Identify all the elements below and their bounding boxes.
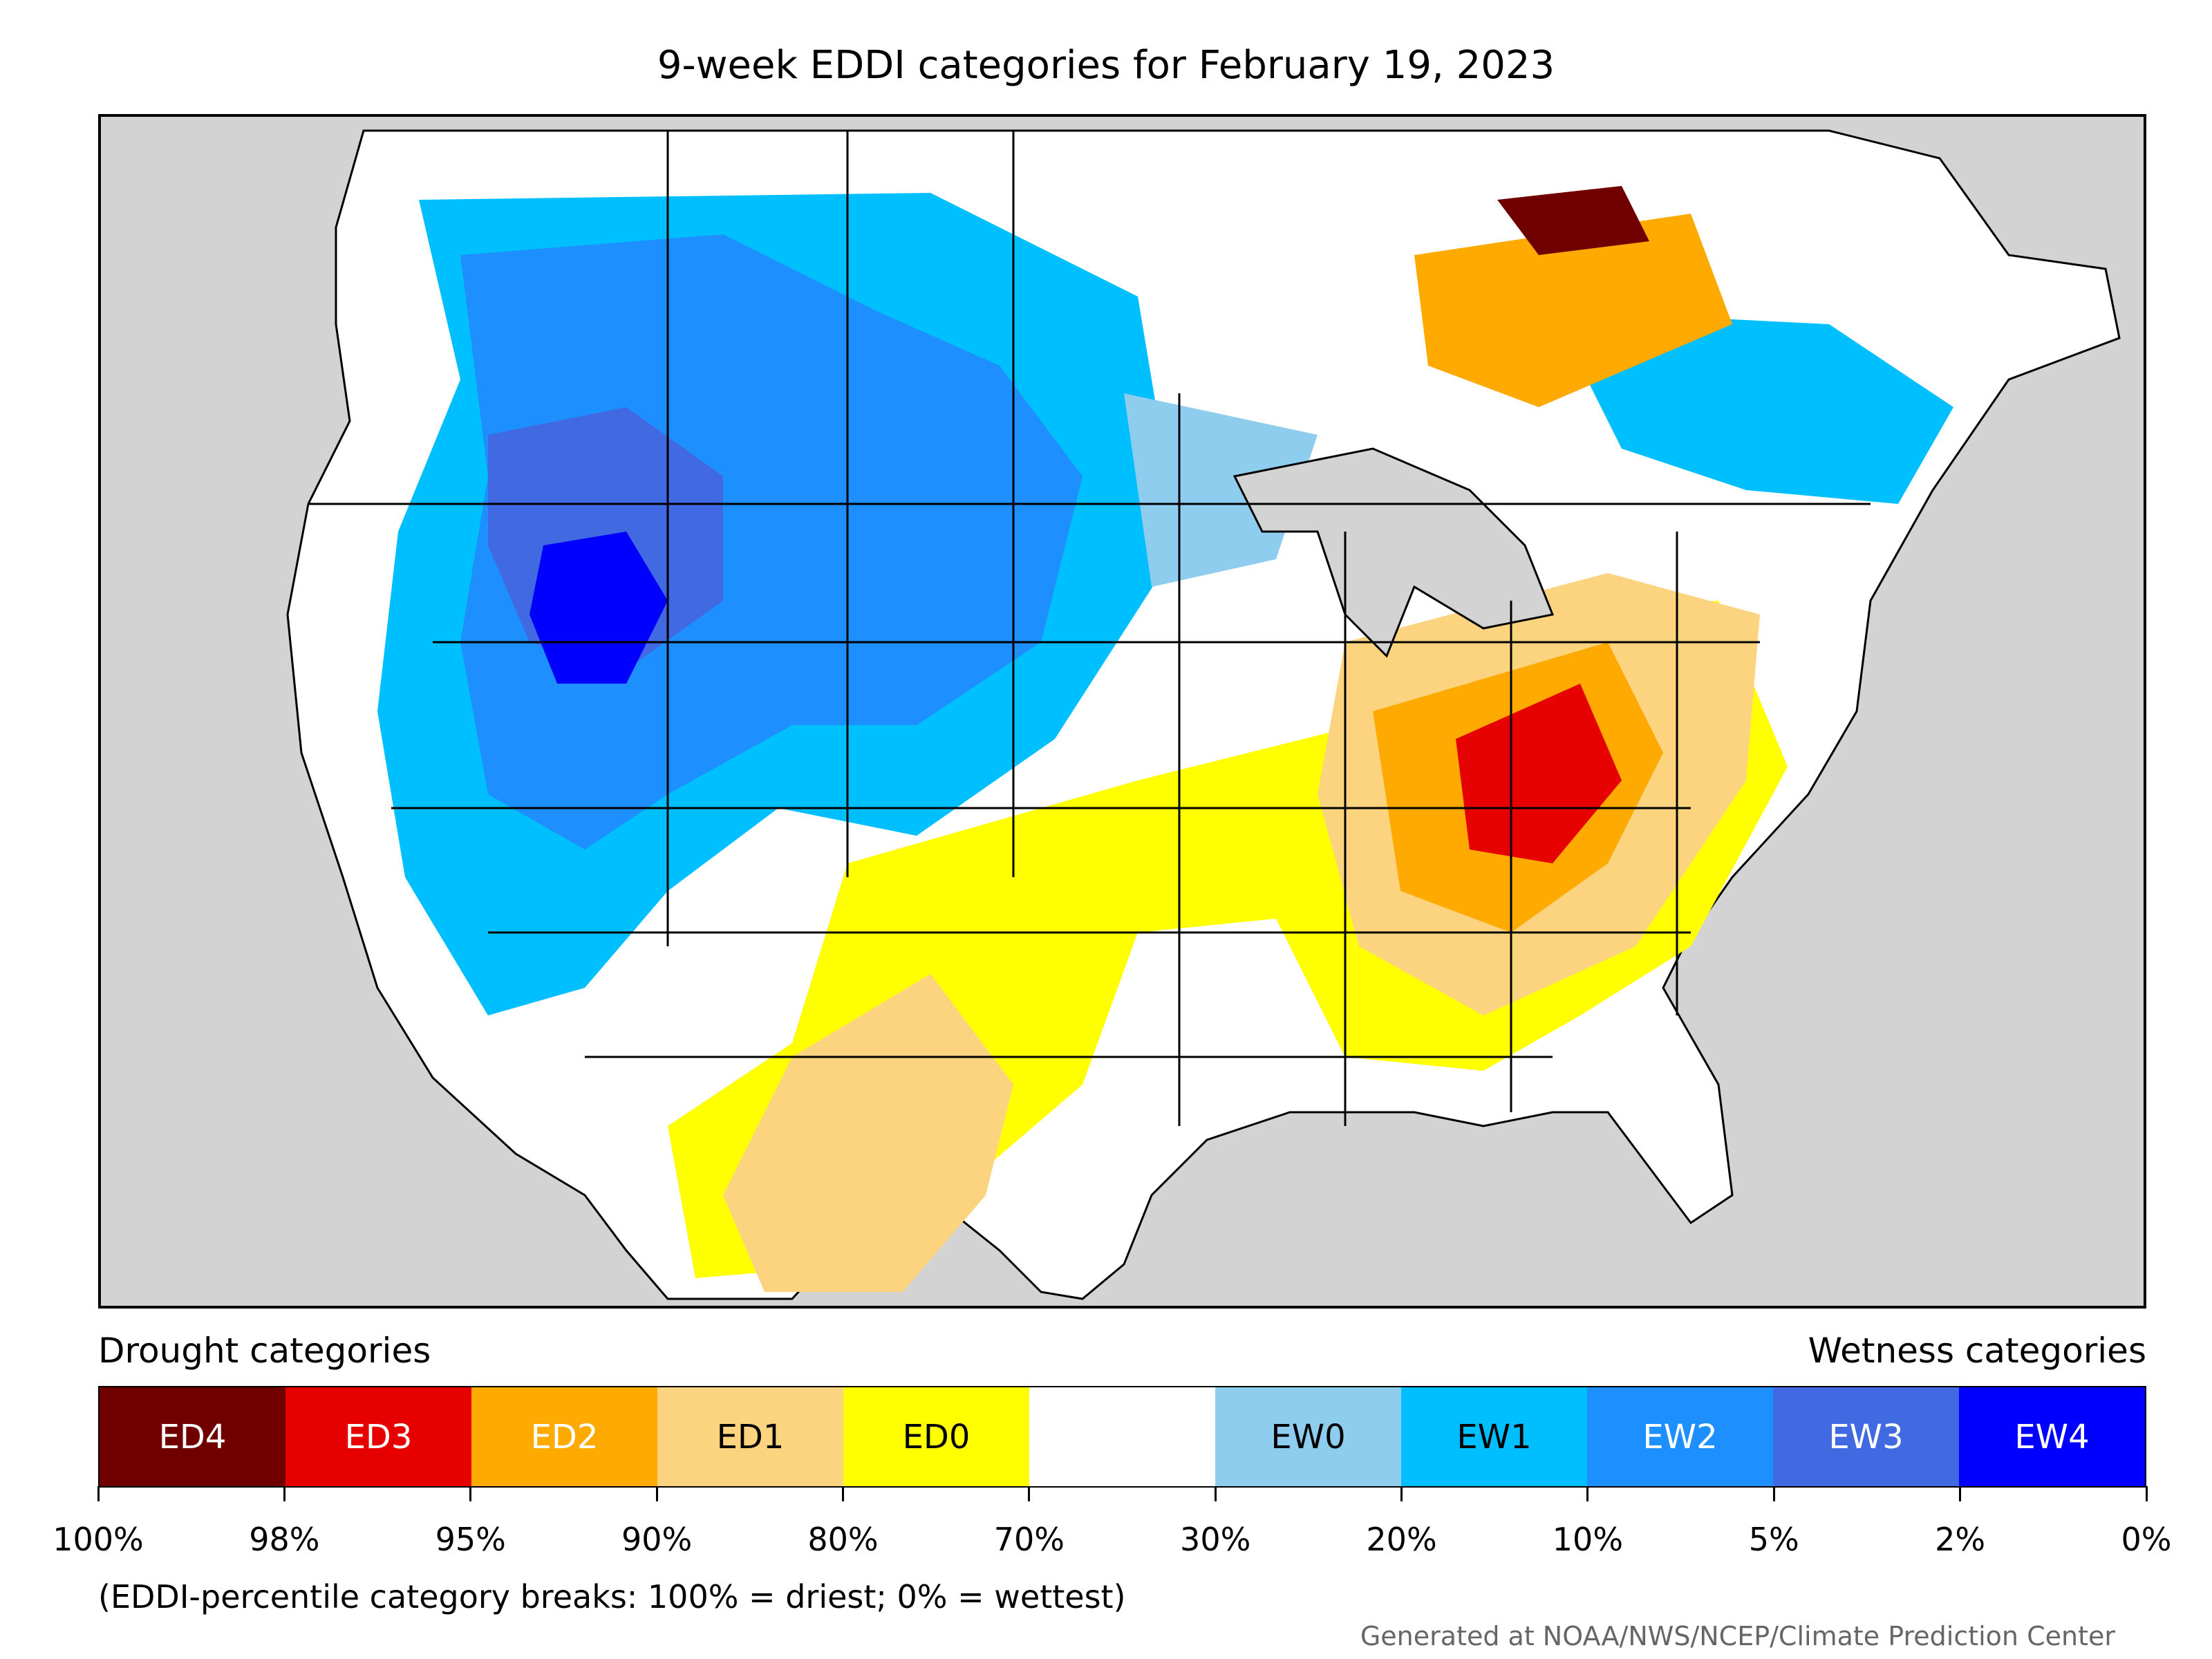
colorbar-tick-label: 10% (1552, 1521, 1624, 1558)
colorbar-tick (469, 1486, 472, 1501)
category-swatch-ew1: EW1 (1401, 1387, 1587, 1486)
category-swatch-ed3: ED3 (285, 1387, 471, 1486)
colorbar-tick-label: 100% (53, 1521, 144, 1558)
colorbar-tick-label: 20% (1366, 1521, 1437, 1558)
credit-line: Generated at NOAA/NWS/NCEP/Climate Predi… (1360, 1621, 2115, 1651)
colorbar-tick (841, 1486, 844, 1501)
ed4-region-northeast (1497, 186, 1649, 255)
colorbar-ticks (97, 1486, 2148, 1514)
category-colorbar: ED4 ED3 ED2 ED1 ED0 EW0 EW1 EW2 EW3 EW4 (98, 1386, 2146, 1488)
colorbar-tick (2145, 1486, 2148, 1501)
colorbar-tick (97, 1486, 100, 1501)
category-swatch-ed2: ED2 (471, 1387, 657, 1486)
colorbar-tick-label: 90% (621, 1521, 693, 1558)
category-swatch-normal (1029, 1387, 1215, 1486)
colorbar-tick (1214, 1486, 1217, 1501)
ed3-region-east (1456, 684, 1622, 863)
ed1-region-southwest (723, 974, 1013, 1292)
great-lakes (1232, 447, 1555, 658)
colorbar-tick (1400, 1486, 1403, 1501)
colorbar-tick (283, 1486, 285, 1501)
category-swatch-ew4: EW4 (1959, 1387, 2145, 1486)
colorbar-tick-label: 5% (1748, 1521, 1799, 1558)
colorbar-tick-label: 30% (1180, 1521, 1251, 1558)
colorbar-tick (1028, 1486, 1031, 1501)
category-swatch-ed1: ED1 (657, 1387, 843, 1486)
wetness-categories-heading: Wetness categories (1808, 1331, 2146, 1371)
colorbar-tick (1772, 1486, 1775, 1501)
ed2-region-northeast (1414, 214, 1732, 407)
category-swatch-ed0: ED0 (843, 1387, 1029, 1486)
colorbar-tick-label: 98% (249, 1521, 320, 1558)
drought-categories-heading: Drought categories (98, 1331, 431, 1371)
eddi-map (98, 114, 2146, 1309)
colorbar-tick-label: 80% (807, 1521, 879, 1558)
category-swatch-ed4: ED4 (100, 1387, 285, 1486)
colorbar-tick (655, 1486, 658, 1501)
colorbar-tick-label: 2% (1935, 1521, 1986, 1558)
colorbar-tick-label: 70% (993, 1521, 1065, 1558)
colorbar-tick-label: 0% (2121, 1521, 2172, 1558)
colorbar-tick-label: 95% (435, 1521, 506, 1558)
category-swatch-ew0: EW0 (1215, 1387, 1401, 1486)
ew0-region-north (1124, 393, 1318, 587)
map-title: 9-week EDDI categories for February 19, … (657, 43, 1555, 88)
state-boundaries (308, 131, 1871, 1126)
colorbar-tick (1586, 1486, 1589, 1501)
ew1-region-northeast (1553, 310, 1953, 504)
category-footnote: (EDDI-percentile category breaks: 100% =… (98, 1578, 1126, 1615)
map-canvas (286, 129, 2121, 1300)
ew4-region-west (529, 532, 668, 684)
ew2-region-west (460, 234, 1082, 850)
colorbar-tick (1959, 1486, 1962, 1501)
category-swatch-ew3: EW3 (1773, 1387, 1959, 1486)
category-swatch-ew2: EW2 (1587, 1387, 1773, 1486)
